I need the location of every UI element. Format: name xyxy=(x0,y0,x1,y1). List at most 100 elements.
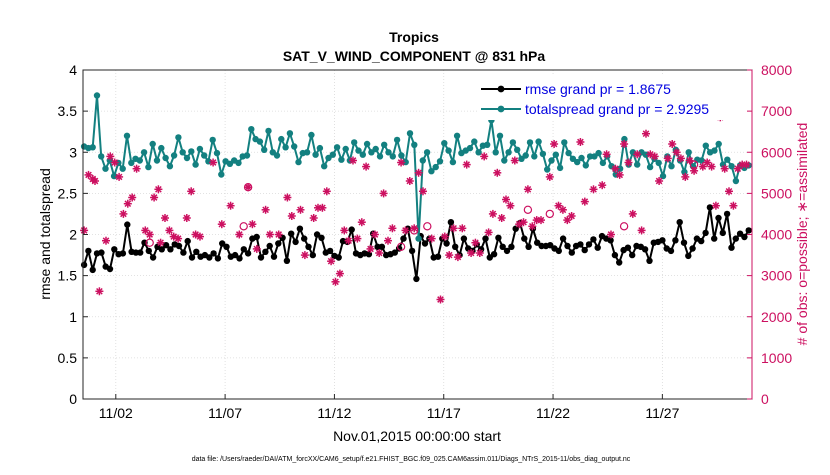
obs-assimilated-marker xyxy=(419,187,427,196)
series-point-rmse xyxy=(214,255,222,262)
series-point-rmse xyxy=(629,251,636,259)
asterisk-stroke xyxy=(445,251,453,259)
series-point-rmse xyxy=(89,266,96,274)
footer-data-file: data file: /Users/raeder/DAI/ATM_forcXX/… xyxy=(192,456,631,463)
asterisk-stroke xyxy=(288,212,296,220)
series-point-rmse xyxy=(210,250,217,257)
obs-assimilated-marker xyxy=(480,152,489,161)
series-point-totalspread xyxy=(295,158,302,166)
series-point-totalspread xyxy=(355,147,362,154)
x-tick-label: 11/17 xyxy=(427,405,461,421)
obs-assimilated-marker xyxy=(537,216,545,225)
series-point-totalspread xyxy=(393,136,401,144)
obs-assimilated-marker xyxy=(274,230,283,239)
asterisk-stroke xyxy=(91,177,99,185)
x-axis-label: Nov.01,2015 00:00:00 start xyxy=(333,428,501,444)
obs-possible-marker xyxy=(396,242,406,251)
obs-assimilated-marker xyxy=(235,230,244,239)
obs-assimilated-marker xyxy=(102,236,110,245)
series-point-totalspread xyxy=(282,144,289,151)
series-point-rmse xyxy=(309,251,316,259)
series-point-totalspread xyxy=(188,148,195,155)
asterisk-stroke xyxy=(96,287,103,295)
obs-assimilated-marker xyxy=(414,168,423,177)
obs-assimilated-marker xyxy=(611,164,620,173)
asterisk-stroke xyxy=(612,165,619,173)
obs-assimilated-marker xyxy=(209,158,218,167)
series-point-totalspread xyxy=(732,177,740,185)
obs-assimilated-marker xyxy=(388,224,397,233)
series-point-totalspread xyxy=(539,150,547,158)
asterisk-stroke xyxy=(458,224,466,232)
y-axis-label-right: # of obs: o=possible; ∗=assimilated xyxy=(794,123,810,346)
asterisk-stroke xyxy=(354,235,361,242)
obs-assimilated-marker xyxy=(462,160,471,169)
asterisk-stroke xyxy=(349,157,357,164)
obs-assimilated-marker xyxy=(624,158,633,167)
series-point-totalspread xyxy=(158,144,165,152)
obs-assimilated-marker xyxy=(123,199,132,208)
series-point-rmse xyxy=(499,243,506,250)
y-axis-label-left: rmse and totalspread xyxy=(37,168,53,300)
asterisk-stroke xyxy=(384,237,392,245)
chart-title: Tropics xyxy=(389,29,439,45)
obs-assimilated-marker xyxy=(725,187,733,196)
x-axis: 11/02 11/07 11/12 11/17 11/22 11/27 xyxy=(99,394,680,421)
obs-assimilated-marker xyxy=(248,220,257,229)
asterisk-stroke xyxy=(528,222,536,230)
asterisk-stroke xyxy=(218,220,226,228)
obs-assimilated-marker xyxy=(558,205,567,214)
obs-assimilated-marker xyxy=(217,220,226,229)
obs-assimilated-marker xyxy=(318,203,327,212)
obs-assimilated-marker xyxy=(449,224,458,233)
series-point-rmse xyxy=(106,265,114,273)
series-point-rmse xyxy=(400,235,407,242)
right-tick-label: 4000 xyxy=(761,227,792,243)
series-point-totalspread xyxy=(561,139,568,146)
asterisk-stroke xyxy=(725,187,733,195)
series-point-totalspread xyxy=(668,163,675,170)
series-point-rmse xyxy=(723,210,731,218)
asterisk-stroke xyxy=(85,171,92,179)
series-point-totalspread xyxy=(153,157,161,164)
series-point-rmse xyxy=(711,235,718,242)
asterisk-stroke xyxy=(389,224,396,232)
series-point-totalspread xyxy=(445,147,452,154)
series-point-rmse xyxy=(167,246,174,253)
obs-assimilated-marker xyxy=(506,201,515,210)
obs-assimilated-marker xyxy=(676,154,685,163)
obs-assimilated-marker xyxy=(366,244,375,253)
asterisk-stroke xyxy=(590,185,597,193)
series-point-totalspread xyxy=(535,138,542,145)
series-point-rmse xyxy=(244,250,252,257)
obs-assimilated-marker xyxy=(453,253,462,262)
series-point-totalspread xyxy=(548,157,555,164)
asterisk-stroke xyxy=(428,235,436,242)
asterisk-stroke xyxy=(721,165,729,173)
asterisk-stroke xyxy=(155,185,162,193)
asterisk-stroke xyxy=(275,231,283,238)
series-point-rmse xyxy=(559,235,567,242)
obs-assimilated-marker xyxy=(165,226,174,235)
series-point-totalspread xyxy=(291,143,298,150)
series-point-rmse xyxy=(447,219,455,226)
series-point-totalspread xyxy=(595,149,602,157)
obs-assimilated-marker xyxy=(471,238,480,247)
series-point-totalspread xyxy=(681,168,688,176)
asterisk-stroke xyxy=(550,140,558,148)
asterisk-stroke xyxy=(102,237,110,245)
obs-assimilated-marker xyxy=(340,226,349,235)
obs-assimilated-marker xyxy=(119,209,128,218)
series-point-totalspread xyxy=(531,153,538,160)
series-point-totalspread xyxy=(89,144,96,151)
obs-assimilated-marker xyxy=(265,230,274,239)
series-point-totalspread xyxy=(685,149,692,156)
series-point-rmse xyxy=(482,235,489,242)
asterisk-stroke xyxy=(406,177,414,185)
series-point-totalspread xyxy=(312,151,319,158)
series-point-rmse xyxy=(745,227,752,234)
asterisk-stroke xyxy=(141,227,149,234)
series-point-totalspread xyxy=(449,158,457,166)
asterisk-stroke xyxy=(507,202,514,210)
